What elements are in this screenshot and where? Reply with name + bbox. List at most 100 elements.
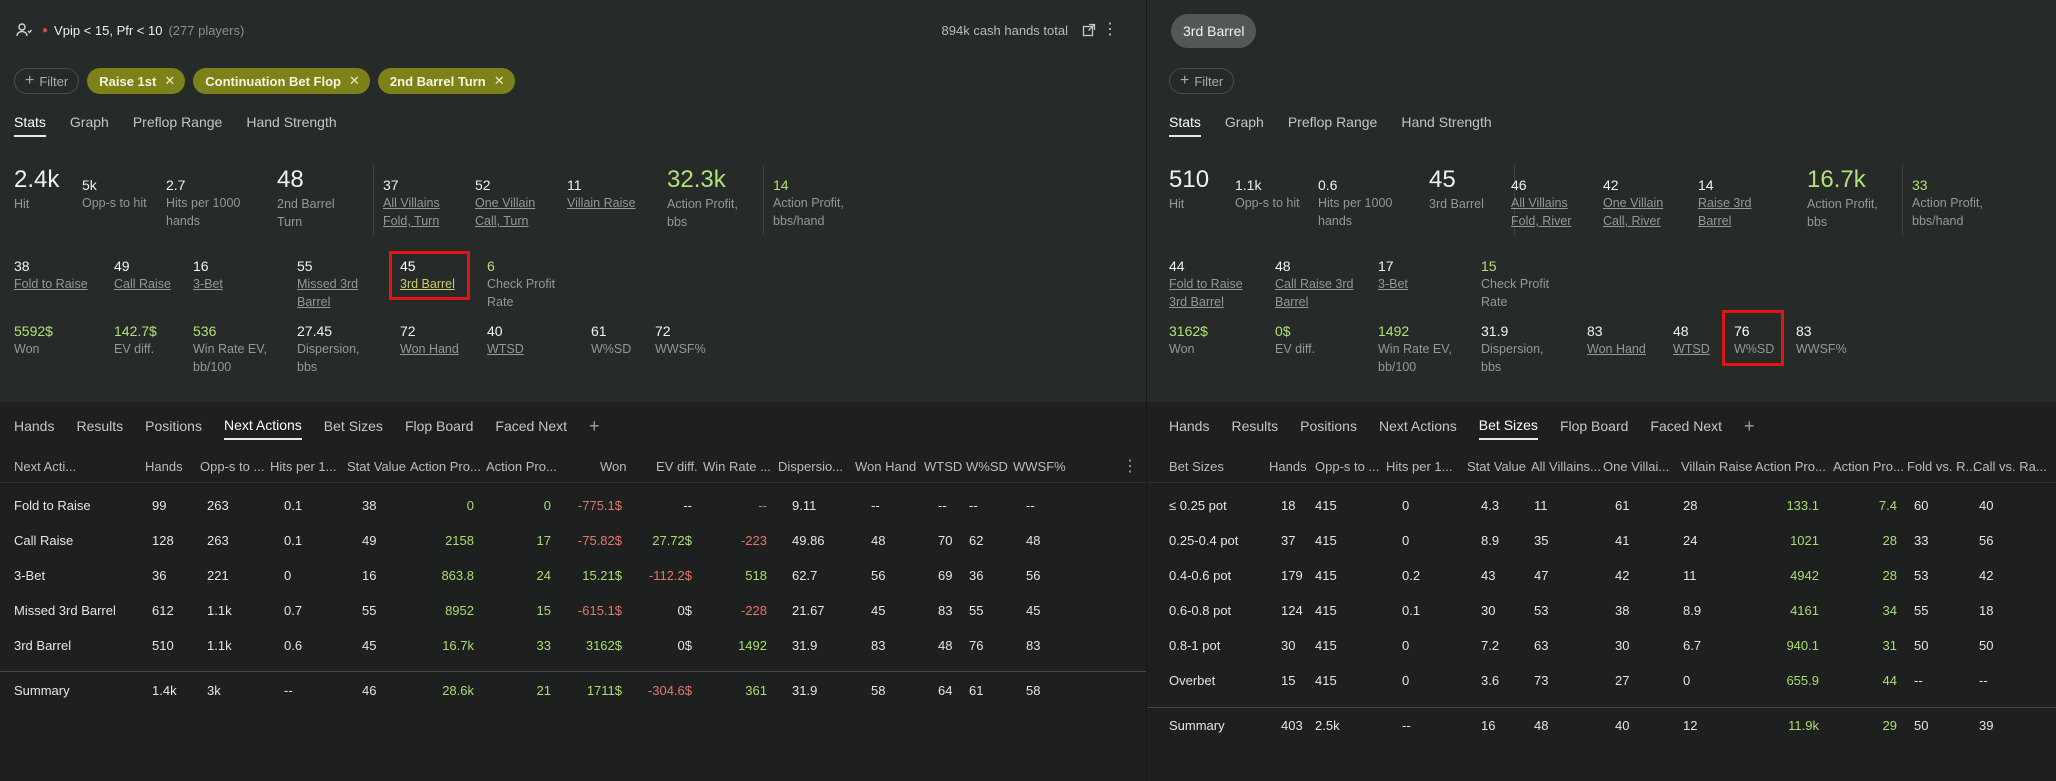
tab-stats[interactable]: Stats xyxy=(14,114,46,137)
stat-link[interactable]: All Villains xyxy=(383,196,440,210)
column-header[interactable]: Won Hand xyxy=(855,459,917,474)
stat-fold-to-raise-3rd[interactable]: 44 Fold to Raise 3rd Barrel xyxy=(1169,257,1243,311)
stat-link[interactable]: Fold, Turn xyxy=(383,214,440,228)
stat-link[interactable]: One Villain xyxy=(1603,196,1664,210)
stat-all-villains-fold[interactable]: 37 All Villains Fold, Turn xyxy=(383,176,440,230)
stat-link[interactable]: Call Raise 3rd xyxy=(1275,277,1354,291)
stat-link[interactable]: Won Hand xyxy=(400,342,459,356)
stat-missed-3rd-barrel[interactable]: 55 Missed 3rd Barrel xyxy=(297,257,358,311)
tab-hands[interactable]: Hands xyxy=(14,418,55,434)
stat-link[interactable]: 3-Bet xyxy=(1378,277,1408,291)
stat-villain-raise[interactable]: 11 Villain Raise xyxy=(567,176,636,212)
column-header[interactable]: Hits per 1... xyxy=(1386,459,1453,474)
column-header[interactable]: Hands xyxy=(1269,459,1307,474)
stat-wtsd[interactable]: 48 WTSD xyxy=(1673,322,1710,358)
stat-link[interactable]: Fold to Raise xyxy=(1169,277,1243,291)
column-header[interactable]: Win Rate ... xyxy=(703,459,771,474)
stat-link[interactable]: Won Hand xyxy=(1587,342,1646,356)
column-header[interactable]: WTSD xyxy=(924,459,963,474)
tab-faced-next[interactable]: Faced Next xyxy=(495,418,568,434)
column-header[interactable]: WWSF% xyxy=(1013,459,1066,474)
open-external-icon[interactable] xyxy=(1082,23,1096,37)
stat-link[interactable]: Barrel xyxy=(1698,214,1732,228)
filter-chip-cbet-flop[interactable]: Continuation Bet Flop ✕ xyxy=(193,68,370,94)
column-header[interactable]: EV diff. xyxy=(656,459,698,474)
stat-link[interactable]: Villain Raise xyxy=(567,196,636,210)
stat-one-villain-call[interactable]: 52 One Villain Call, Turn xyxy=(475,176,535,230)
tab-flop-board[interactable]: Flop Board xyxy=(404,418,474,434)
close-icon[interactable]: ✕ xyxy=(349,73,360,88)
tab-stats[interactable]: Stats xyxy=(1169,114,1201,137)
players-icon[interactable] xyxy=(16,22,32,38)
tab-hands[interactable]: Hands xyxy=(1169,418,1210,434)
stat-wtsd[interactable]: 40 WTSD xyxy=(487,322,524,358)
column-header[interactable]: W%SD xyxy=(966,459,1008,474)
tab-next-actions[interactable]: Next Actions xyxy=(1378,418,1457,434)
column-header[interactable]: Action Pro... xyxy=(1755,459,1826,474)
stat-link[interactable]: Fold, River xyxy=(1511,214,1572,228)
stat-all-villains-fold[interactable]: 46 All Villains Fold, River xyxy=(1511,176,1571,230)
column-header[interactable]: Opp-s to ... xyxy=(1315,459,1380,474)
tab-positions[interactable]: Positions xyxy=(1300,418,1357,434)
tab-results[interactable]: Results xyxy=(1231,418,1279,434)
stat-won-hand[interactable]: 83 Won Hand xyxy=(1587,322,1646,358)
tab-faced-next[interactable]: Faced Next xyxy=(1650,418,1723,434)
stat-link[interactable]: WTSD xyxy=(1673,342,1710,356)
add-tab-icon[interactable]: + xyxy=(1744,416,1755,436)
filter-button[interactable]: + Filter xyxy=(14,68,80,94)
stat-call-raise-3rd[interactable]: 48 Call Raise 3rd Barrel xyxy=(1275,257,1354,311)
more-options-icon[interactable]: ⋮ xyxy=(1102,21,1118,38)
stat-3rd-barrel[interactable]: 45 3rd Barrel xyxy=(400,257,455,293)
column-header[interactable]: Stat Value xyxy=(1467,459,1527,474)
stat-raise-3rd-barrel[interactable]: 14 Raise 3rd Barrel xyxy=(1698,176,1752,230)
column-header[interactable]: Action Pro... xyxy=(486,459,557,474)
tab-results[interactable]: Results xyxy=(76,418,124,434)
tab-bet-sizes[interactable]: Bet Sizes xyxy=(1478,417,1538,440)
filter-chip-2nd-barrel[interactable]: 2nd Barrel Turn ✕ xyxy=(377,68,515,94)
stat-won-hand[interactable]: 72 Won Hand xyxy=(400,322,459,358)
filter-button[interactable]: + Filter xyxy=(1169,68,1235,94)
column-header[interactable]: Opp-s to ... xyxy=(200,459,265,474)
stat-link[interactable]: Call, River xyxy=(1603,214,1661,228)
filter-chip-raise-1st[interactable]: Raise 1st ✕ xyxy=(87,68,186,94)
stat-link[interactable]: Call, Turn xyxy=(475,214,529,228)
tab-hand-strength[interactable]: Hand Strength xyxy=(246,114,337,130)
stat-link[interactable]: Missed 3rd xyxy=(297,277,359,291)
column-header[interactable]: Bet Sizes xyxy=(1169,459,1224,474)
stat-3-bet[interactable]: 16 3-Bet xyxy=(193,257,223,293)
tab-bet-sizes[interactable]: Bet Sizes xyxy=(323,418,383,434)
column-header[interactable]: Won xyxy=(600,459,627,474)
stat-link[interactable]: Raise 3rd xyxy=(1698,196,1752,210)
tab-graph[interactable]: Graph xyxy=(69,114,109,130)
close-icon[interactable]: ✕ xyxy=(493,73,505,88)
stat-link[interactable]: Barrel xyxy=(1275,295,1309,309)
table-options-icon[interactable]: ⋮ xyxy=(1122,458,1138,475)
column-header[interactable]: Stat Value xyxy=(347,459,407,474)
column-header[interactable]: Hits per 1... xyxy=(270,459,337,474)
stat-link[interactable]: 3rd Barrel xyxy=(1169,295,1224,309)
stat-one-villain-call[interactable]: 42 One Villain Call, River xyxy=(1603,176,1663,230)
tab-hand-strength[interactable]: Hand Strength xyxy=(1401,114,1492,130)
stat-link[interactable]: Barrel xyxy=(297,295,331,309)
stat-call-raise[interactable]: 49 Call Raise xyxy=(114,257,171,293)
column-header[interactable]: One Villai... xyxy=(1603,459,1670,474)
stat-link[interactable]: 3rd Barrel xyxy=(400,277,455,291)
column-header[interactable]: Fold vs. R... xyxy=(1907,459,1977,474)
tab-preflop-range[interactable]: Preflop Range xyxy=(1287,114,1378,130)
stat-link[interactable]: WTSD xyxy=(487,342,524,356)
stat-link[interactable]: Fold to Raise xyxy=(14,277,88,291)
stat-link[interactable]: One Villain xyxy=(475,196,536,210)
close-icon[interactable]: ✕ xyxy=(164,73,176,88)
tab-preflop-range[interactable]: Preflop Range xyxy=(132,114,223,130)
stat-fold-to-raise[interactable]: 38 Fold to Raise xyxy=(14,257,88,293)
column-header[interactable]: Call vs. Ra... xyxy=(1973,459,2047,474)
column-header[interactable]: Action Pro... xyxy=(410,459,481,474)
stat-3-bet[interactable]: 17 3-Bet xyxy=(1378,257,1408,293)
add-tab-icon[interactable]: + xyxy=(589,416,600,436)
stat-link[interactable]: Call Raise xyxy=(114,277,171,291)
tab-positions[interactable]: Positions xyxy=(145,418,202,434)
column-header[interactable]: Action Pro... xyxy=(1833,459,1904,474)
stat-link[interactable]: All Villains xyxy=(1511,196,1568,210)
tab-graph[interactable]: Graph xyxy=(1224,114,1264,130)
stat-link[interactable]: 3-Bet xyxy=(193,277,223,291)
